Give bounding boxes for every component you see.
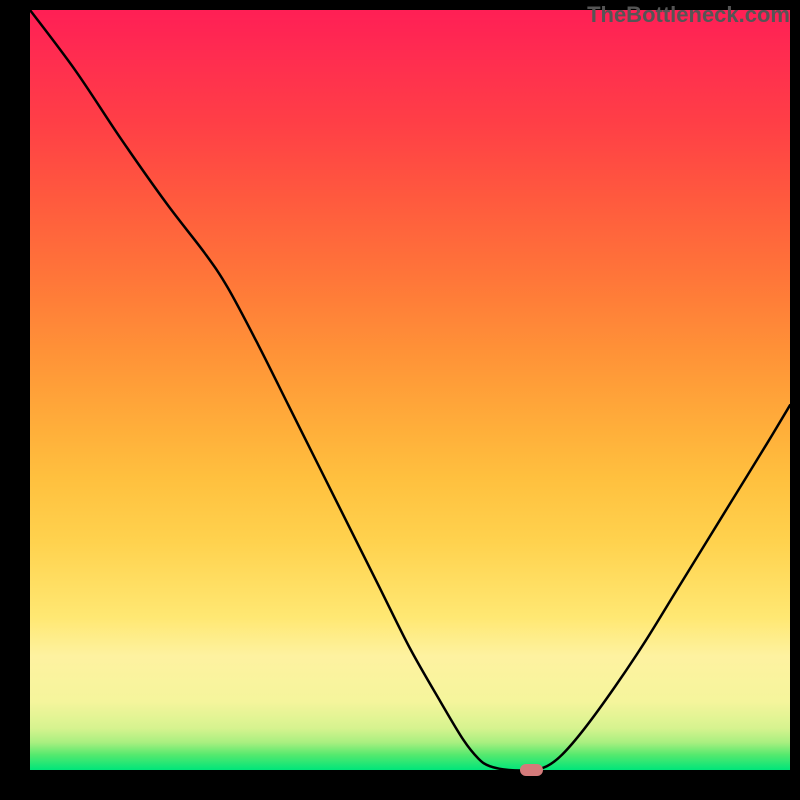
bottleneck-curve xyxy=(0,0,800,800)
optimal-marker xyxy=(520,764,543,776)
chart-root: { "chart": { "type": "line-over-gradient… xyxy=(0,0,800,800)
